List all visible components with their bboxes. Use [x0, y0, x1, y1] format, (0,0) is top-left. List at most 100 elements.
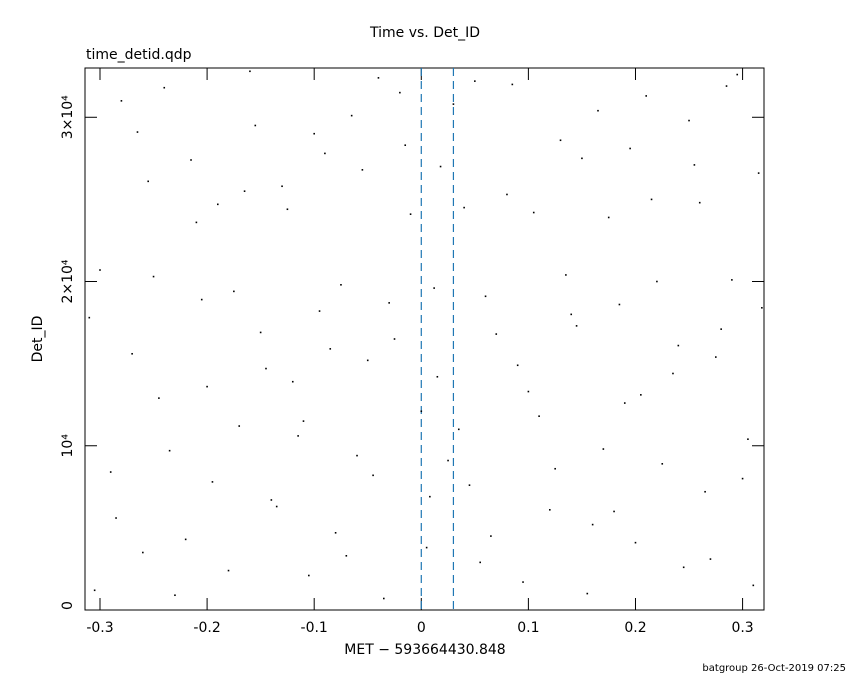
point	[377, 77, 380, 79]
point	[404, 144, 407, 146]
point	[731, 279, 733, 281]
point	[345, 555, 348, 557]
point	[704, 490, 706, 493]
plot-frame	[84, 67, 765, 611]
point	[474, 80, 476, 82]
point	[131, 352, 133, 355]
point	[452, 103, 455, 105]
point	[366, 359, 369, 362]
point	[463, 206, 465, 209]
point	[645, 95, 647, 97]
point	[581, 157, 583, 160]
x-tick-label: -0.1	[301, 620, 328, 636]
x-tick-label: 0	[417, 620, 426, 636]
point	[318, 310, 321, 312]
point	[650, 198, 653, 201]
point	[190, 159, 192, 161]
point	[356, 454, 358, 457]
point	[99, 269, 101, 271]
point	[634, 541, 637, 544]
point	[93, 589, 96, 592]
point	[736, 73, 739, 76]
point	[436, 375, 439, 378]
point	[506, 193, 508, 196]
point	[527, 390, 530, 393]
point	[618, 303, 621, 306]
point	[752, 584, 755, 587]
y-tick-label: 3×10⁴	[60, 95, 76, 139]
point	[597, 109, 599, 112]
point	[629, 147, 631, 150]
point	[206, 385, 208, 388]
point	[656, 280, 658, 283]
point	[302, 420, 305, 422]
point	[720, 328, 722, 330]
point	[297, 435, 299, 437]
point	[698, 201, 701, 204]
point	[586, 592, 589, 595]
point	[115, 517, 117, 519]
point	[468, 484, 471, 486]
point	[602, 448, 605, 450]
point	[227, 569, 230, 572]
point	[168, 449, 171, 452]
point	[559, 139, 562, 142]
point	[570, 313, 573, 316]
point	[147, 180, 149, 183]
point	[522, 581, 524, 583]
point	[623, 402, 626, 404]
x-tick-label: 0.2	[624, 620, 646, 636]
point	[109, 471, 112, 473]
point	[184, 538, 187, 541]
point	[640, 394, 642, 396]
point	[757, 172, 760, 174]
point	[532, 211, 535, 214]
x-axis-label: MET − 593664430.848	[344, 642, 505, 658]
point	[329, 348, 332, 350]
point	[554, 467, 556, 470]
point	[511, 83, 514, 86]
point	[420, 410, 423, 413]
point	[200, 298, 203, 301]
point	[88, 316, 91, 319]
point	[350, 114, 353, 117]
point	[709, 558, 712, 560]
point	[270, 499, 273, 501]
point	[275, 505, 278, 508]
point	[741, 477, 744, 480]
point	[399, 91, 401, 94]
point	[516, 364, 519, 367]
point	[661, 463, 664, 465]
point	[254, 124, 257, 127]
point	[249, 70, 251, 73]
point	[761, 306, 763, 309]
chart-title: Time vs. Det_ID	[369, 25, 480, 41]
point	[495, 333, 498, 335]
point	[211, 481, 214, 483]
point	[313, 132, 315, 135]
point	[243, 190, 246, 192]
point	[549, 509, 551, 511]
point	[142, 551, 144, 554]
point	[725, 85, 728, 87]
x-tick-label: -0.2	[193, 620, 220, 636]
point	[447, 459, 449, 462]
point	[484, 295, 487, 298]
point	[265, 367, 267, 370]
point	[195, 221, 198, 224]
y-axis-label: Det_ID	[30, 316, 46, 363]
point	[575, 325, 578, 327]
point	[490, 535, 492, 537]
point	[425, 546, 428, 549]
point	[693, 164, 696, 166]
y-tick-label: 0	[60, 601, 76, 610]
point	[393, 338, 396, 340]
point	[174, 594, 176, 597]
point	[340, 284, 342, 286]
y-tick-label: 2×10⁴	[60, 259, 76, 303]
point	[607, 216, 610, 219]
point	[591, 523, 594, 526]
point	[613, 510, 615, 513]
point	[688, 119, 690, 122]
